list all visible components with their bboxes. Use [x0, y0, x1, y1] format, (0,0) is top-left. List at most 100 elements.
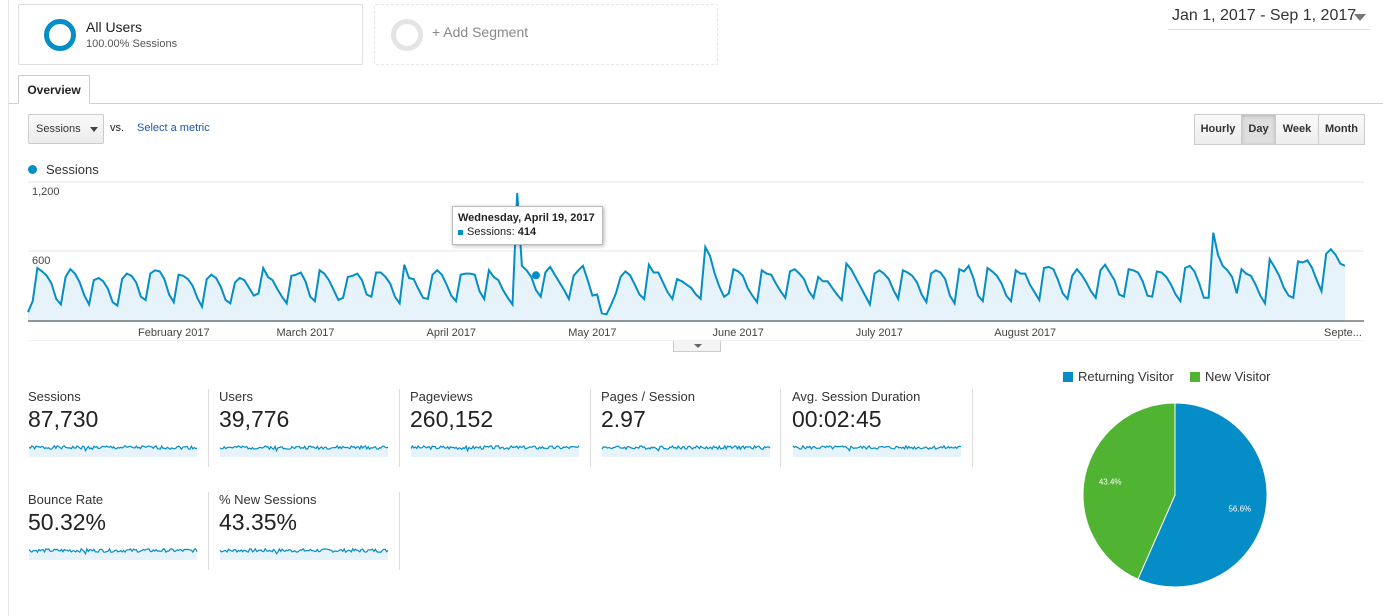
- scorecard-name: Bounce Rate: [28, 492, 104, 507]
- scorecard-name: Sessions: [28, 389, 81, 404]
- legend-swatch-returning: [1063, 372, 1073, 382]
- pie-legend-label: Returning Visitor: [1078, 369, 1174, 384]
- card-divider: [780, 389, 781, 467]
- tab-rule: [9, 103, 1383, 104]
- granularity-week-button[interactable]: Week: [1275, 114, 1319, 145]
- pie-label-new: 43.4%: [1099, 477, 1122, 486]
- sparkline: [28, 547, 198, 560]
- granularity-day-button[interactable]: Day: [1241, 114, 1276, 145]
- tab-overview[interactable]: Overview: [18, 75, 90, 104]
- card-divider: [972, 389, 973, 467]
- scorecard-value: 00:02:45: [792, 406, 882, 432]
- scorecard-pageviews[interactable]: Pageviews 260,152: [410, 389, 582, 469]
- sparkline-line: [28, 444, 197, 453]
- card-divider: [208, 389, 209, 467]
- left-rule: [8, 0, 9, 616]
- scorecard-pages-per-session[interactable]: Pages / Session 2.97: [601, 389, 773, 469]
- scorecard-bounce-rate[interactable]: Bounce Rate 50.32%: [28, 492, 200, 572]
- scorecard-value: 39,776: [219, 406, 290, 432]
- scorecard-name: Pages / Session: [601, 389, 695, 404]
- legend-swatch-new: [1190, 372, 1200, 382]
- date-range-text: Jan 1, 2017 - Sep 1, 2017: [1172, 7, 1357, 24]
- sparkline-area: [411, 445, 579, 457]
- scorecard-avg-session-duration[interactable]: Avg. Session Duration 00:02:45: [792, 389, 964, 469]
- sparkline-area: [29, 548, 197, 560]
- sparkline-area: [602, 445, 770, 457]
- sparkline-line: [219, 547, 389, 555]
- scorecard-value: 50.32%: [28, 509, 107, 535]
- scorecard-value: 87,730: [28, 406, 99, 432]
- caret-down-icon: [90, 127, 98, 132]
- scorecard-name: % New Sessions: [219, 492, 317, 507]
- sparkline-line: [601, 444, 771, 452]
- x-axis-label: April 2017: [427, 327, 477, 339]
- segment-all-users[interactable]: All Users 100.00% Sessions: [18, 4, 363, 65]
- tooltip-date: Wednesday, April 19, 2017: [458, 212, 595, 224]
- scorecard-value: 260,152: [410, 406, 494, 432]
- add-segment-ring-icon: [391, 19, 423, 51]
- sparkline-area: [793, 445, 961, 457]
- pie-slice-new[interactable]: [1082, 402, 1176, 580]
- segment-title: All Users: [86, 19, 143, 35]
- tooltip-value-row: Sessions: 414: [467, 226, 536, 238]
- sparkline: [219, 444, 389, 457]
- sparkline: [410, 444, 580, 457]
- sessions-line: [27, 192, 1346, 316]
- scorecard-new-sessions[interactable]: % New Sessions 43.35%: [219, 492, 391, 572]
- granularity-month-button[interactable]: Month: [1318, 114, 1365, 145]
- metric-select-value: Sessions: [36, 123, 81, 135]
- scorecard-users[interactable]: Users 39,776: [219, 389, 391, 469]
- sparkline-line: [219, 444, 389, 453]
- x-axis-label: August 2017: [994, 327, 1056, 339]
- x-axis-labels: February 2017 March 2017 April 2017 May 201…: [138, 327, 1362, 339]
- scorecard-name: Avg. Session Duration: [792, 389, 921, 404]
- vs-label: vs.: [110, 122, 125, 134]
- chart-tooltip: Wednesday, April 19, 2017 Sessions: 414: [452, 206, 603, 245]
- card-divider: [399, 389, 400, 467]
- add-segment-label: + Add Segment: [432, 24, 529, 40]
- sparkline-line: [410, 444, 580, 453]
- sparkline-area: [220, 445, 388, 457]
- sparkline: [792, 444, 962, 457]
- x-axis-label: June 2017: [713, 327, 764, 339]
- tooltip-series-swatch: [458, 230, 463, 235]
- date-range-picker[interactable]: Jan 1, 2017 - Sep 1, 2017: [1168, 4, 1370, 30]
- sessions-line-chart[interactable]: 1,200 600 February 2017 March 2017 April 2…: [0, 175, 1383, 341]
- granularity-hourly-button[interactable]: Hourly: [1194, 114, 1242, 145]
- sparkline-line: [28, 547, 198, 556]
- x-axis-label: July 2017: [856, 327, 903, 339]
- sparkline: [28, 444, 197, 457]
- x-axis-label: May 2017: [568, 327, 616, 339]
- sessions-legend-dot: [28, 165, 37, 174]
- hover-point[interactable]: [532, 271, 540, 280]
- sessions-area: [28, 193, 1345, 321]
- visitor-type-pie-chart[interactable]: 56.6% 43.4%: [1075, 395, 1275, 595]
- tooltip-value: 414: [517, 226, 537, 238]
- card-divider: [399, 492, 400, 570]
- select-metric-link[interactable]: Select a metric: [137, 122, 210, 134]
- segment-subtitle: 100.00% Sessions: [86, 38, 178, 50]
- sessions-legend-label: Sessions: [46, 162, 99, 177]
- sparkline-line: [792, 444, 962, 453]
- pie-legend-returning[interactable]: Returning Visitor: [1063, 369, 1174, 384]
- pie-slice-returning[interactable]: [1137, 402, 1268, 588]
- x-axis-label: February 2017: [138, 327, 210, 339]
- scorecard-name: Pageviews: [410, 389, 473, 404]
- caret-down-icon: [1354, 14, 1366, 21]
- scorecard-value: 43.35%: [219, 509, 298, 535]
- add-segment-button[interactable]: + Add Segment: [374, 4, 718, 65]
- card-divider: [208, 492, 209, 570]
- x-axis-label: Septe...: [1324, 327, 1362, 339]
- scorecard-name: Users: [219, 389, 253, 404]
- pie-legend-new[interactable]: New Visitor: [1190, 369, 1271, 384]
- x-axis-label: March 2017: [276, 327, 334, 339]
- scorecard-value: 2.97: [601, 406, 646, 432]
- sparkline: [219, 547, 389, 560]
- metric-select[interactable]: Sessions: [28, 114, 104, 144]
- segment-ring-icon: [44, 19, 76, 51]
- sparkline: [601, 444, 771, 457]
- pie-label-returning: 56.6%: [1228, 505, 1251, 514]
- scorecard-sessions[interactable]: Sessions 87,730: [28, 389, 200, 469]
- chart-collapse-handle[interactable]: [673, 341, 721, 352]
- y-tick-1200: 1,200: [32, 186, 60, 198]
